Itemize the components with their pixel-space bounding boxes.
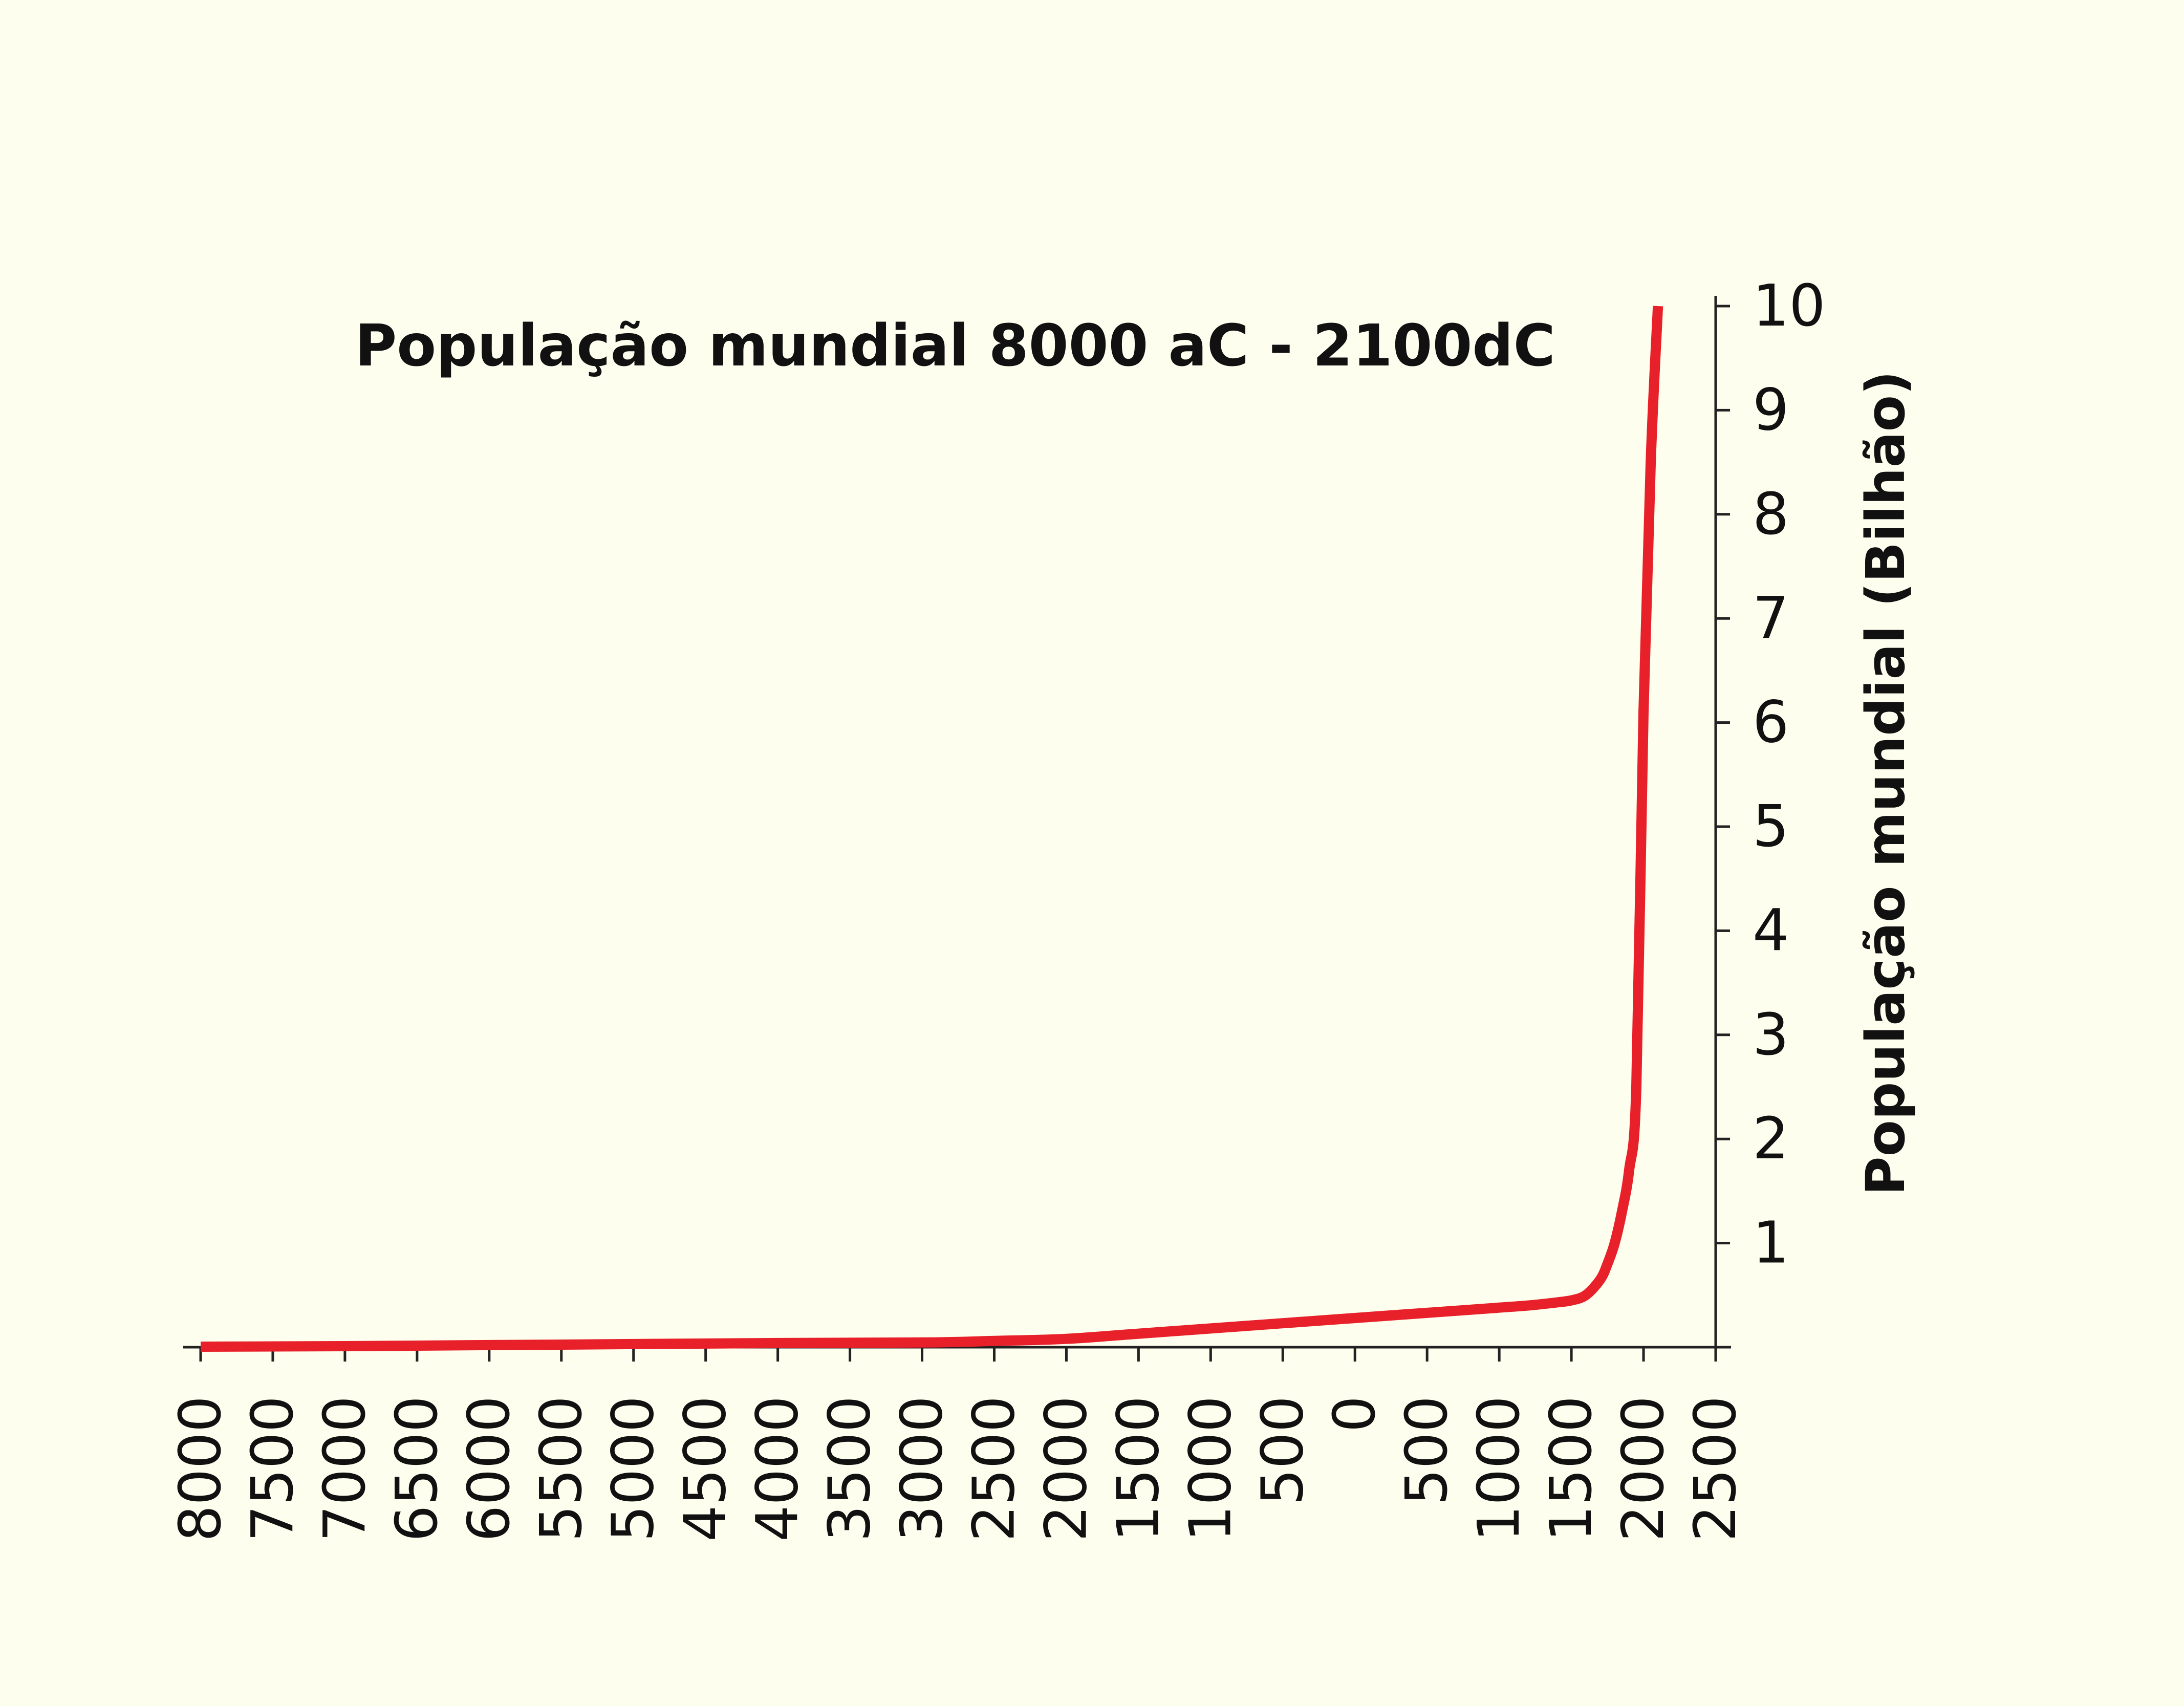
y-tick-label: 6 xyxy=(1753,689,1789,756)
y-tick-label: 3 xyxy=(1753,1002,1789,1068)
chart-title: População mundial 8000 aC - 2100dC xyxy=(355,313,1555,379)
x-tick-label: 6500 xyxy=(384,1396,450,1542)
x-tick-label: 5000 xyxy=(600,1396,667,1542)
x-tick-label: 8000 xyxy=(167,1396,234,1542)
y-tick-label: 8 xyxy=(1753,481,1789,548)
y-tick-label: 9 xyxy=(1753,377,1789,443)
x-tick-label: 0 xyxy=(1322,1396,1388,1432)
x-tick-label: 6000 xyxy=(456,1396,523,1542)
y-tick-label: 7 xyxy=(1753,585,1789,652)
x-tick-label: 500 xyxy=(1249,1396,1316,1505)
x-tick-label: 1000 xyxy=(1466,1396,1532,1542)
x-tick-label: 2000 xyxy=(1610,1396,1677,1542)
x-tick-label: 500 xyxy=(1394,1396,1460,1505)
x-tick-label: 7000 xyxy=(312,1396,378,1542)
x-tick-label: 4000 xyxy=(745,1396,811,1542)
x-tick-label: 3000 xyxy=(889,1396,956,1542)
x-ticks: 8000 7500 7000 6500 6000 5500 5000 4500 4000 3500… xyxy=(167,1347,1749,1542)
y-axis-label: População mundial (Bilhão) xyxy=(1854,371,1917,1195)
x-tick-label: 1500 xyxy=(1538,1396,1605,1542)
y-ticks: 1 2 3 4 5 6 7 8 9 10 xyxy=(1716,273,1826,1277)
x-tick-label: 7500 xyxy=(240,1396,306,1542)
x-tick-label: 4500 xyxy=(673,1396,739,1542)
y-tick-label: 1 xyxy=(1753,1210,1789,1277)
y-tick-label: 5 xyxy=(1753,793,1789,860)
x-tick-label: 2000 xyxy=(1033,1396,1099,1542)
y-tick-label: 10 xyxy=(1753,273,1826,339)
x-tick-label: 3500 xyxy=(817,1396,883,1542)
x-tick-label: 5500 xyxy=(528,1396,595,1542)
y-tick-label: 2 xyxy=(1753,1106,1789,1172)
x-tick-label: 2500 xyxy=(961,1396,1027,1542)
y-tick-label: 4 xyxy=(1753,897,1789,964)
x-tick-label: 2500 xyxy=(1682,1396,1749,1542)
series-group xyxy=(200,306,1663,1352)
x-tick-label: 1000 xyxy=(1177,1396,1244,1542)
x-tick-label: 1500 xyxy=(1105,1396,1172,1542)
population-series-line xyxy=(200,306,1663,1352)
